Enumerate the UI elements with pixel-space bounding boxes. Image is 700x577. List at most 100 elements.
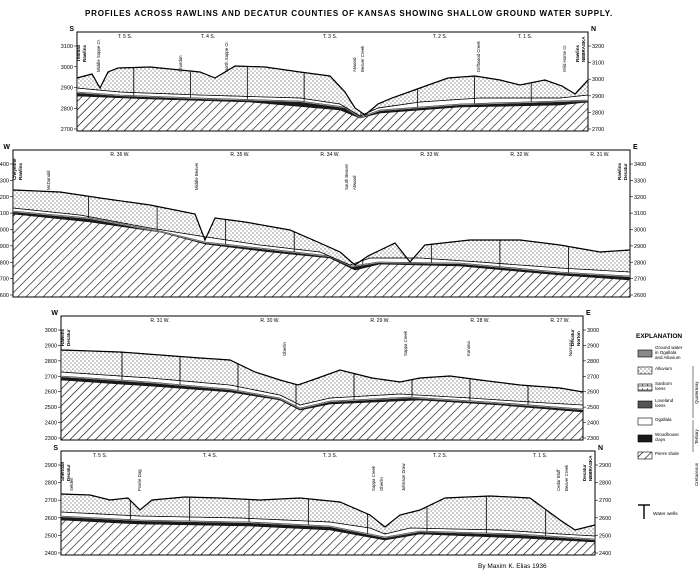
place-label: North Sappe Cr.	[224, 41, 229, 72]
place-label: Oberlin	[379, 477, 384, 491]
groundwater-band	[77, 92, 588, 118]
place-label: Cedar Bluff	[556, 469, 561, 491]
elevation-tick-left: 3200	[0, 195, 9, 201]
legend-label: loess	[655, 386, 666, 391]
groundwater-band	[61, 376, 583, 410]
elevation-tick-left: 2700	[45, 374, 57, 380]
elevation-tick-right: 2900	[587, 343, 599, 349]
legend-label-water-wells: Water wells	[653, 511, 678, 517]
elevation-tick-left: 3100	[61, 44, 73, 50]
place-label: Norcatur	[568, 339, 573, 356]
elevation-tick-left: 2500	[45, 405, 57, 411]
legend-swatch-ogallala	[637, 417, 653, 426]
legend-label: Alluvium	[655, 366, 672, 371]
right-county-name: Rawlins	[617, 162, 622, 180]
left-county-name: Rawlins	[82, 44, 87, 62]
elevation-tick-left: 2700	[45, 498, 57, 504]
elevation-tick-right: 2700	[599, 498, 611, 504]
place-label: Johnson Draw	[401, 463, 406, 491]
place-label: Sappa Creek	[371, 465, 376, 491]
direction-left: W	[51, 310, 58, 317]
range-label: T. 2 S.	[433, 34, 447, 40]
elevation-tick-left: 2400	[45, 551, 57, 557]
left-county-name: Cheyenne	[12, 158, 17, 180]
place-label: Chardon	[178, 55, 183, 72]
figure-title: PROFILES ACROSS RAWLINS AND DECATUR COUN…	[85, 9, 614, 18]
profile-section: T. 5 S. T. 4 S. T. 3 S. T. 2 S. T. 1 S. S N Tho…	[61, 26, 605, 133]
right-county-name: Decatur	[570, 329, 575, 346]
direction-left: S	[69, 26, 74, 33]
place-label: Atwood	[352, 57, 357, 72]
elevation-tick-left: 3000	[45, 328, 57, 334]
range-label: T. 4 S.	[201, 34, 215, 40]
place-label: Beaver Creek	[360, 45, 365, 72]
range-label: R. 34 W.	[320, 152, 339, 158]
woodhouse-clay-layer	[61, 377, 583, 412]
author-credit: By Maxim K. Elias 1936	[478, 563, 547, 570]
elevation-tick-right: 3400	[634, 162, 646, 168]
elevation-tick-right: 3100	[592, 61, 604, 67]
elevation-tick-right: 3100	[634, 211, 646, 217]
elevation-tick-left: 2800	[61, 106, 73, 112]
range-label: T. 5 S.	[93, 453, 107, 459]
direction-right: E	[633, 144, 638, 151]
elevation-tick-left: 2800	[0, 260, 9, 266]
legend-swatch-woodhouse	[637, 434, 653, 443]
direction-right: E	[586, 310, 591, 317]
elevation-tick-right: 2600	[587, 390, 599, 396]
place-label: Atwood	[352, 175, 357, 190]
elevation-tick-left: 2900	[61, 86, 73, 92]
direction-right: N	[591, 26, 596, 33]
range-label: R. 30 W.	[260, 318, 279, 324]
elevation-tick-left: 3100	[0, 211, 9, 217]
range-label: R. 29 W.	[370, 318, 389, 324]
group-label-cretaceous: Cretaceous	[694, 462, 699, 486]
range-label: R. 36 W.	[110, 152, 129, 158]
legend-swatch-loveland	[637, 400, 653, 409]
left-county-name: Thomas	[76, 44, 81, 62]
group-label-quaternary: Quaternary	[694, 381, 699, 404]
right-county-name: Decatur	[623, 163, 628, 180]
elevation-tick-right: 2400	[587, 421, 599, 427]
range-label: R. 28 W.	[470, 318, 489, 324]
legend-label: Loveland	[655, 398, 674, 403]
range-label: T. 5 S.	[118, 34, 132, 40]
elevation-tick-right: 2900	[634, 244, 646, 250]
range-label: R. 33 W.	[420, 152, 439, 158]
elevation-tick-left: 2900	[0, 244, 9, 250]
elevation-tick-left: 2600	[45, 516, 57, 522]
elevation-tick-right: 2700	[587, 374, 599, 380]
legend-label: Ogallala	[655, 417, 672, 422]
place-label: Selden	[69, 477, 74, 491]
place-label: Kanona	[466, 341, 471, 356]
left-county-name: Decatur	[66, 329, 71, 346]
range-label: T. 4 S.	[203, 453, 217, 459]
range-label: T. 2 S.	[433, 453, 447, 459]
range-label: R. 31 W.	[150, 318, 169, 324]
elevation-tick-right: 2500	[587, 405, 599, 411]
land-surface-line	[12, 189, 631, 266]
elevation-tick-left: 3400	[0, 162, 9, 168]
legend-label: Sanborn	[655, 381, 673, 386]
right-county-name: Decatur	[582, 464, 587, 481]
elevation-tick-right: 3300	[634, 178, 646, 184]
place-label: Middle Beaver	[194, 162, 199, 190]
legend-label: in Ogallala	[655, 350, 677, 355]
legend-heading: EXPLANATION	[636, 333, 682, 340]
elevation-tick-right: 2800	[587, 359, 599, 365]
left-county-name: Rawlins	[18, 162, 23, 180]
groundwater-band	[13, 211, 630, 277]
place-label: Oberlin	[282, 342, 287, 356]
place-label: Middle Sappe Cr.	[96, 39, 101, 72]
elevation-tick-left: 2800	[45, 481, 57, 487]
legend-swatch-sanborn	[637, 383, 653, 392]
legend-swatch-pierre	[637, 451, 653, 460]
place-label: McDonald	[46, 170, 51, 190]
elevation-tick-left: 3000	[0, 228, 9, 234]
elevation-tick-right: 2500	[599, 533, 611, 539]
elevation-tick-right: 2900	[592, 94, 604, 100]
elevation-tick-left: 2700	[61, 127, 73, 133]
elevation-tick-left: 2300	[45, 436, 57, 442]
